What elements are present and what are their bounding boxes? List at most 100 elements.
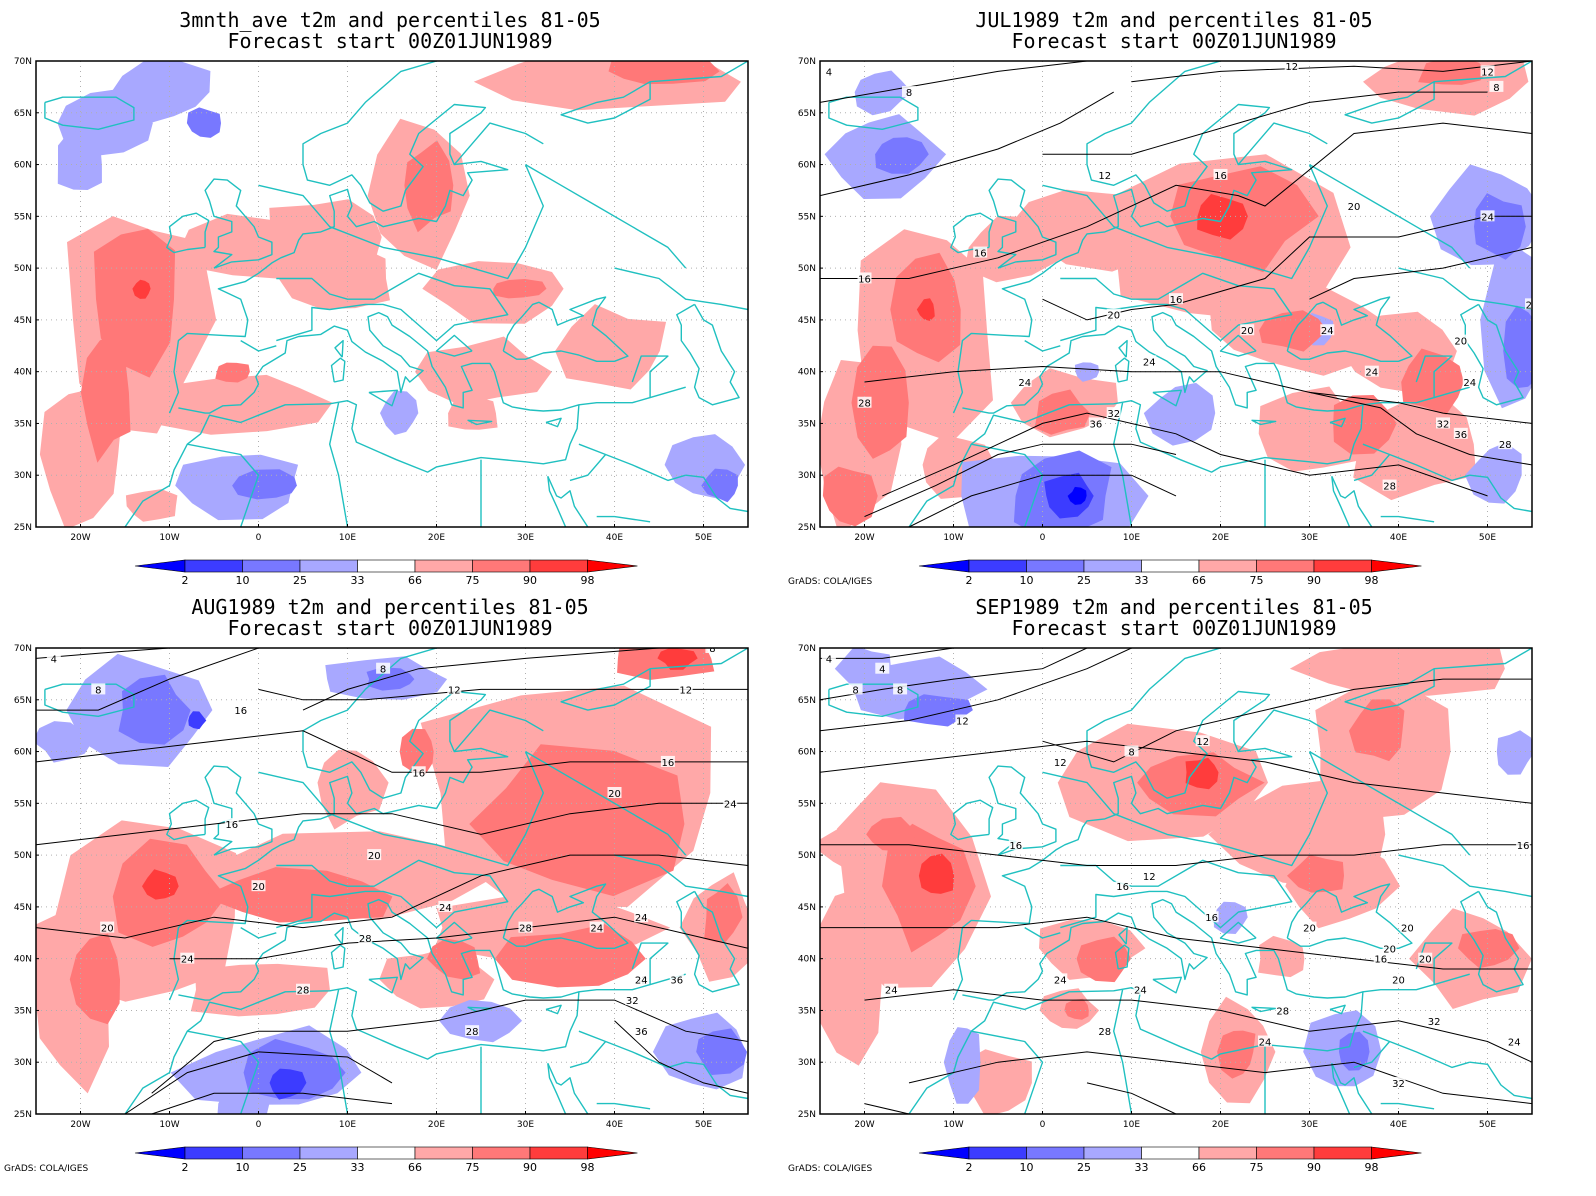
coastline [1362,355,1453,406]
contour-label-bg [1106,308,1121,320]
lat-tick-label: 70N [798,57,816,67]
cold-anomaly-area [943,1027,981,1104]
lon-tick-label: 40E [1390,1120,1407,1130]
coastline [596,1102,651,1110]
warm-anomaly-area [80,334,131,463]
contour-label-bg [1427,1014,1442,1026]
colorbar-arrow-right [1371,1146,1422,1160]
coastline [453,122,544,166]
coastline [204,765,273,856]
warm-anomaly-area [404,140,454,233]
contour-label: 32 [626,996,639,1007]
contour-label-bg [376,662,391,674]
coastline [44,96,135,130]
contour-label-bg [180,952,195,964]
coastline [547,476,589,527]
contour-label-bg [1258,1035,1272,1047]
coastline [1331,1063,1351,1114]
contour-label-bg [1400,921,1415,933]
lat-tick-label: 50N [798,851,816,861]
temperature-contours: 4 8 12 12 8 12 16 16 16 16 20 20 24 26 24 20 20 24 24 24 24 2… [820,61,1532,527]
contour-label-bg [1053,755,1068,767]
credit-text: GrADS: COLA/IGES [788,1164,873,1174]
contour-label-bg [1275,1004,1290,1016]
contour-label: 12 [1285,62,1298,73]
lon-tick-label: 10E [1123,533,1140,543]
lon-tick-label: 50E [695,1120,712,1130]
coastline [649,386,686,399]
lon-tick-label: 50E [1479,1120,1496,1130]
contour-label: 20 [608,789,621,800]
contour-label-bg [634,911,649,923]
panel-3mnth: 3mnth_ave t2m and percentiles 81-05 Fore… [0,0,780,598]
coastline [685,474,748,513]
contour-label: 4 [51,654,57,665]
warm-anomaly-area [190,963,330,1017]
cold-anomaly-area [118,674,191,745]
contour-label: 32 [1392,1079,1405,1090]
lon-tick-label: 10E [339,1120,356,1130]
panel-title: SEP1989 t2m and percentiles 81-05 [975,595,1373,619]
graticule [36,648,748,1114]
contour-label: 24 [635,913,648,924]
contour-label: 24 [1054,975,1067,986]
coastline [525,163,687,269]
coastline [971,1030,1044,1114]
coastline [685,1061,748,1100]
contour-line [36,730,748,773]
coastline [329,402,349,527]
contour-label: 16 [1374,955,1387,966]
colorbar-label: 33 [1135,574,1149,587]
contour-label-bg [857,396,872,408]
contour-label-bg [1142,355,1157,367]
coastline [44,683,135,717]
contour-line [820,916,1532,970]
warm-anomaly-area [202,867,393,923]
warm-anomaly-area [215,362,250,383]
colorbar-label: 75 [466,574,480,587]
lat-tick-label: 30N [798,1058,816,1068]
contour-label-bg [634,1025,649,1037]
coastlines [828,61,1532,527]
coastline [330,944,346,970]
contour-label: 24 [439,903,452,914]
contour-label: 36 [1454,430,1467,441]
contour-label: 24 [1259,1038,1272,1049]
contour-label: 12 [679,685,692,696]
cold-anomaly-area [701,468,738,503]
contour-label: 24 [1365,368,1378,379]
coastline [676,890,740,993]
contour-label: 28 [1098,1027,1111,1038]
contour-label: 12 [1143,872,1156,883]
colorbar-label: 2 [182,574,189,587]
contour-label-bg [973,246,988,258]
coastline [545,417,562,428]
contour-label: 20 [1107,311,1120,322]
colorbar-label: 75 [1250,574,1264,587]
contour-line [1042,678,1532,763]
contour-label: 28 [466,1027,479,1038]
contour-label: 24 [885,986,898,997]
contour-label-bg [589,921,604,933]
coastline [547,476,567,527]
contour-label: 32 [1428,1017,1441,1028]
contour-line [820,740,1532,804]
coastline [1219,921,1257,944]
coastline [334,926,344,945]
contour-line [1042,215,1532,321]
coastline [1237,122,1328,166]
colorbar: 2 10 25 33 66 75 90 98 [918,1146,1422,1174]
contour-label-bg [224,818,239,830]
colorbar-arrow-right [587,1146,638,1160]
colorbar-arrow-right [1371,559,1422,573]
contour-line [820,648,1132,732]
coastline [950,799,994,841]
contour-label-bg [848,683,863,695]
contour-label: 16 [1205,913,1218,924]
contour-label: 8 [897,685,903,696]
coastline [1042,164,1328,280]
contour-label-bg [1436,417,1450,429]
coastline [1398,267,1532,311]
